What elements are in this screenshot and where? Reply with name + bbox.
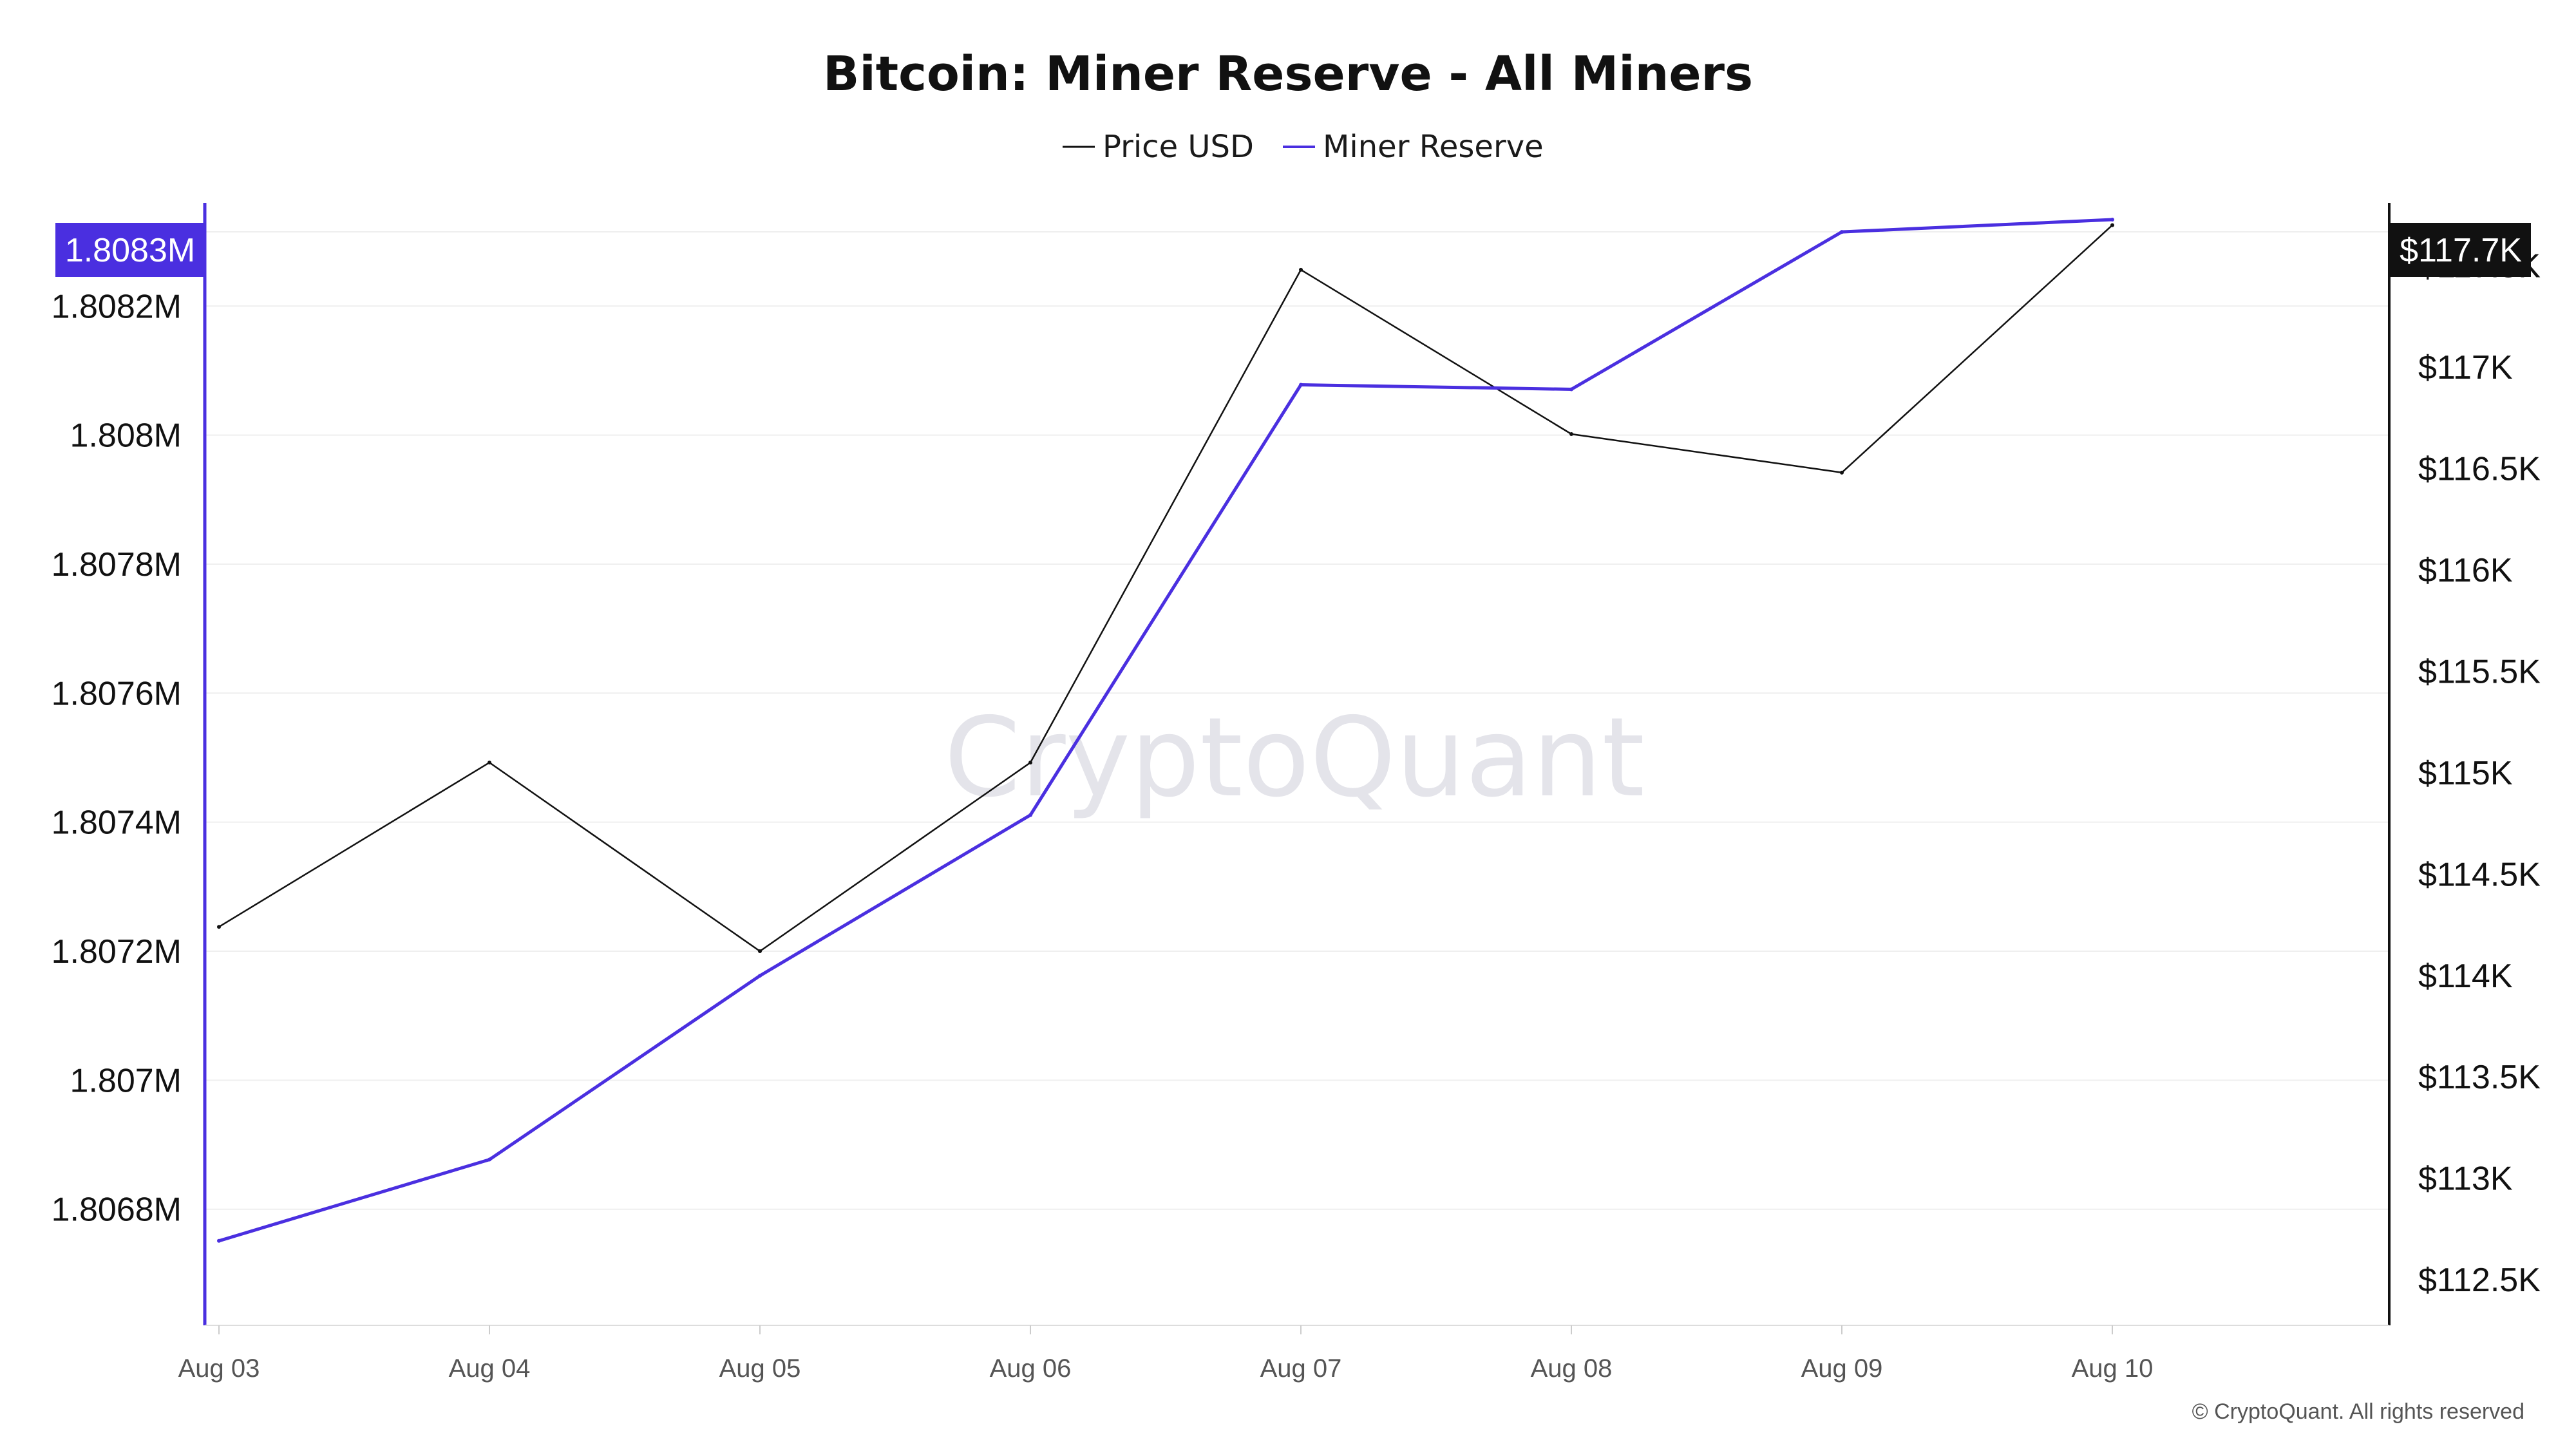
chart-title: Bitcoin: Miner Reserve - All Miners — [823, 46, 1753, 102]
left-axis-ticks: 1.8068M 1.807M 1.8072M 1.8074M 1.8076M 1.8078… — [52, 288, 182, 1228]
data-point-miner-reserve[interactable] — [488, 1157, 491, 1162]
x-tick-label: Aug 06 — [990, 1354, 1072, 1383]
x-axis-ticks: Aug 03 Aug 04 Aug 05 Aug 06 Aug 07 Aug 08 Aug … — [178, 1325, 2154, 1383]
right-current-badge-bg — [2391, 223, 2531, 277]
data-point-miner-reserve[interactable] — [1299, 383, 1303, 387]
left-tick-label: 1.8082M — [52, 288, 182, 325]
data-point-miner-reserve[interactable] — [758, 974, 762, 978]
right-tick-label: $114K — [2418, 958, 2513, 995]
right-tick-label: $113K — [2418, 1160, 2513, 1198]
data-point-price-usd[interactable] — [758, 949, 762, 953]
right-tick-label: $115.5K — [2418, 653, 2541, 690]
x-tick-label: Aug 09 — [1801, 1354, 1883, 1383]
right-tick-label: $112.5K — [2418, 1262, 2541, 1299]
left-tick-label: 1.808M — [70, 417, 182, 455]
watermark: CryptoQuant — [944, 694, 1645, 822]
data-point-miner-reserve[interactable] — [1840, 230, 1844, 234]
right-current-badge: $117.7K — [2391, 223, 2531, 277]
left-current-badge-bg — [55, 223, 205, 277]
left-tick-label: 1.8074M — [52, 804, 182, 842]
x-tick-label: Aug 05 — [719, 1354, 801, 1383]
right-current-badge-label: $117.7K — [2400, 232, 2522, 269]
data-point-miner-reserve[interactable] — [2110, 218, 2114, 222]
series-layer — [217, 218, 2114, 1243]
legend: Price USD Miner Reserve — [1063, 129, 1544, 165]
data-point-miner-reserve[interactable] — [1569, 387, 1573, 392]
left-tick-label: 1.8078M — [52, 546, 182, 583]
series-line-price-usd — [218, 224, 2113, 952]
data-point-price-usd[interactable] — [488, 761, 491, 765]
x-tick-label: Aug 08 — [1531, 1354, 1613, 1383]
right-tick-label: $113.5K — [2418, 1059, 2541, 1096]
data-point-miner-reserve[interactable] — [217, 1238, 221, 1243]
legend-label-miner-reserve: Miner Reserve — [1323, 129, 1544, 165]
grid-layer — [205, 231, 2389, 1210]
data-point-price-usd[interactable] — [217, 925, 221, 929]
right-tick-label: $116K — [2418, 552, 2513, 589]
x-tick-label: Aug 10 — [2072, 1354, 2154, 1383]
right-tick-label: $116.5K — [2418, 451, 2541, 488]
series-line-miner-reserve — [218, 218, 2113, 1243]
legend-label-price: Price USD — [1103, 129, 1254, 165]
data-point-price-usd[interactable] — [1840, 470, 1844, 475]
right-tick-label: $117K — [2418, 349, 2513, 386]
x-tick-label: Aug 03 — [178, 1354, 260, 1383]
data-point-miner-reserve[interactable] — [1028, 813, 1032, 817]
data-point-price-usd[interactable] — [2110, 223, 2114, 227]
left-tick-label: 1.8068M — [52, 1191, 182, 1229]
right-tick-label: $114.5K — [2418, 856, 2541, 893]
right-tick-label: $115K — [2418, 755, 2513, 792]
right-axis-ticks: $112.5K $113K $113.5K $114K $114.5K $115K $115… — [2418, 248, 2541, 1300]
x-tick-label: Aug 04 — [449, 1354, 531, 1383]
left-current-badge: 1.8083M — [55, 223, 205, 277]
left-tick-label: 1.807M — [70, 1062, 182, 1099]
data-point-price-usd[interactable] — [1569, 431, 1573, 436]
legend-item-price[interactable]: Price USD — [1063, 129, 1254, 165]
left-current-badge-label: 1.8083M — [65, 232, 195, 269]
legend-item-miner-reserve[interactable]: Miner Reserve — [1283, 129, 1544, 165]
copyright-text: © CryptoQuant. All rights reserved — [2192, 1399, 2524, 1424]
left-tick-label: 1.8072M — [52, 933, 182, 971]
x-tick-label: Aug 07 — [1260, 1354, 1342, 1383]
left-tick-label: 1.8076M — [52, 675, 182, 712]
data-point-price-usd[interactable] — [1299, 267, 1303, 272]
data-point-price-usd[interactable] — [1028, 761, 1032, 765]
